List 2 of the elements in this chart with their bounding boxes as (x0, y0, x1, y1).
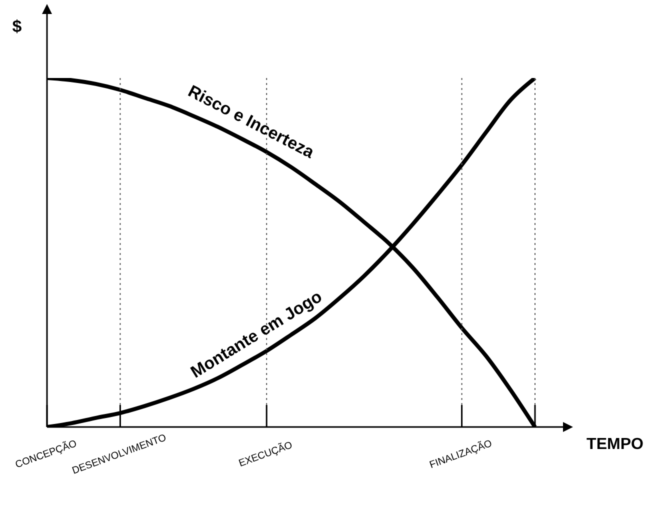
x-axis-title: TEMPO (586, 436, 644, 453)
y-axis-title: $ (12, 17, 22, 36)
